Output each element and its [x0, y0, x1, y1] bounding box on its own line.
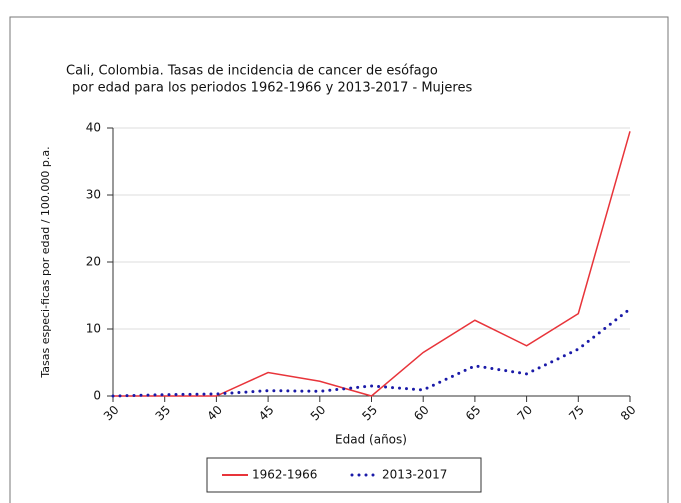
y-tick-label: 20 — [86, 255, 101, 269]
y-tick-label: 0 — [93, 389, 101, 403]
series-line — [113, 131, 631, 397]
chart-title: por edad para los periodos 1962-1966 y 2… — [72, 81, 472, 96]
legend-label: 2013-2017 — [382, 468, 447, 482]
series-line — [111, 307, 632, 398]
y-tick-label: 30 — [86, 188, 101, 202]
x-axis-label: Edad (años) — [335, 433, 407, 447]
legend-label: 1962-1966 — [252, 468, 317, 482]
legend — [206, 457, 482, 493]
y-tick-label: 40 — [86, 121, 101, 135]
y-tick-label: 10 — [86, 322, 101, 336]
chart-title: Cali, Colombia. Tasas de incidencia de c… — [66, 64, 438, 79]
chart-frame — [9, 16, 669, 503]
y-axis-label: Tasas especi-ficas por edad / 100.000 p.… — [39, 146, 52, 378]
